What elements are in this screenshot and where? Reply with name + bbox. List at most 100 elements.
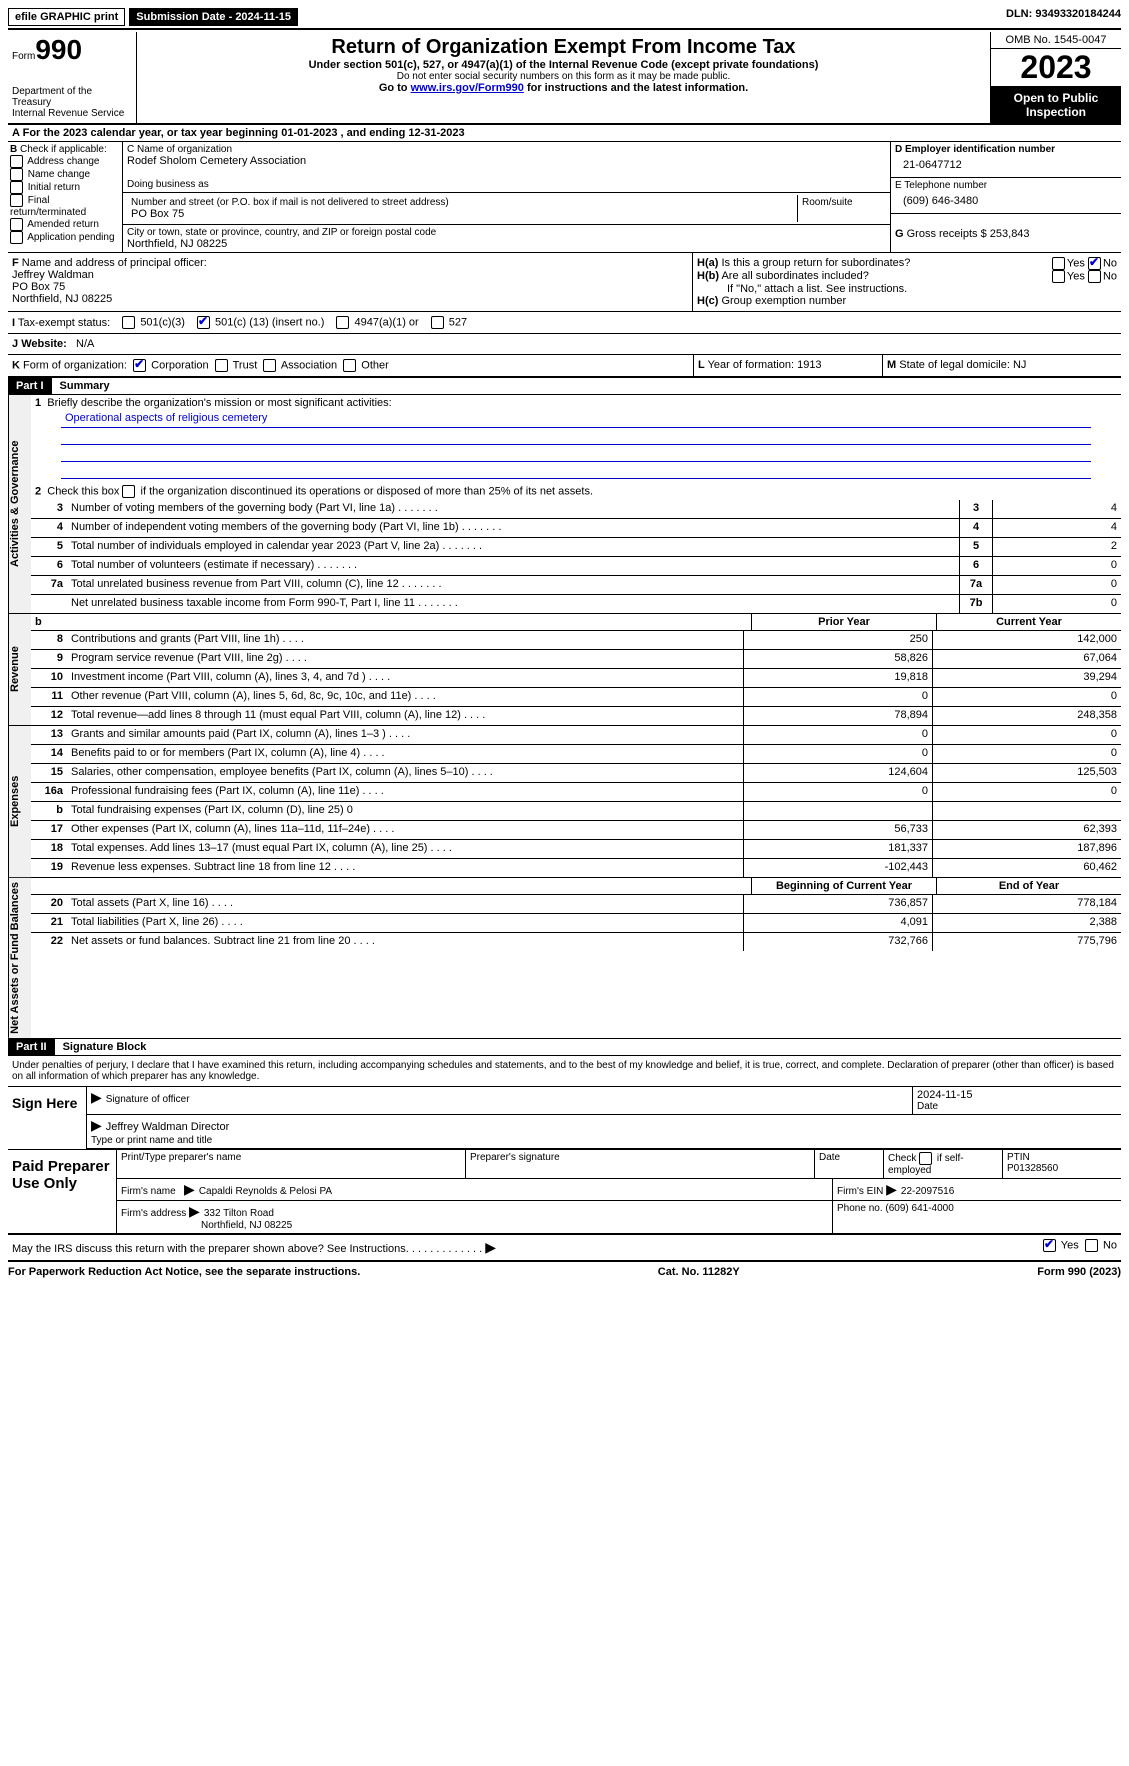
name-title-label: Type or print name and title [91, 1135, 212, 1146]
telephone-value: (609) 646-3480 [895, 191, 1117, 211]
form-title: Return of Organization Exempt From Incom… [141, 36, 986, 59]
line-text: Revenue less expenses. Subtract line 18 … [67, 859, 743, 877]
room-label: Room/suite [802, 197, 882, 208]
hc-text: Group exemption number [721, 295, 846, 307]
prior-year-header: Prior Year [752, 614, 937, 630]
hb-yes-checkbox[interactable] [1052, 270, 1065, 283]
submission-date-box: Submission Date - 2024-11-15 [129, 8, 298, 26]
current-value: 0 [932, 783, 1121, 801]
row-a-tax-year: A For the 2023 calendar year, or tax yea… [8, 125, 1121, 142]
form-header: Form990 Department of the Treasury Inter… [8, 32, 1121, 125]
prior-value: 0 [743, 726, 932, 744]
firm-phone: (609) 641-4000 [885, 1203, 953, 1214]
dept-treasury: Department of the Treasury [12, 86, 132, 108]
line-text: Total expenses. Add lines 13–17 (must eq… [67, 840, 743, 858]
line-text: Other expenses (Part IX, column (A), lin… [67, 821, 743, 839]
state-domicile: NJ [1013, 359, 1026, 371]
firm-name: Capaldi Reynolds & Pelosi PA [199, 1186, 332, 1197]
revenue-label: Revenue [8, 614, 31, 725]
mission-label: Briefly describe the organization's miss… [47, 397, 391, 409]
trust-checkbox[interactable] [215, 359, 228, 372]
arrow-icon: ▶ [189, 1203, 200, 1219]
year-formation: 1913 [797, 359, 821, 371]
prior-value: 19,818 [743, 669, 932, 687]
corp-checkbox[interactable] [133, 359, 146, 372]
signature-section: Sign Here ▶Signature of officer2024-11-1… [8, 1087, 1121, 1150]
current-value: 142,000 [932, 631, 1121, 649]
revenue-section: Revenue bPrior YearCurrent Year 8Contrib… [8, 614, 1121, 726]
current-value: 0 [932, 688, 1121, 706]
print-name-label: Print/Type preparer's name [117, 1150, 466, 1178]
prior-value: 181,337 [743, 840, 932, 858]
ein-value: 21-0647712 [895, 155, 1117, 175]
line-text: Grants and similar amounts paid (Part IX… [67, 726, 743, 744]
hb-no-checkbox[interactable] [1088, 270, 1101, 283]
prior-value: 0 [743, 783, 932, 801]
other-checkbox[interactable] [343, 359, 356, 372]
prior-value: 0 [743, 688, 932, 706]
telephone-label: E Telephone number [895, 180, 1117, 191]
501c3-checkbox[interactable] [122, 316, 135, 329]
arrow-icon: ▶ [886, 1181, 897, 1197]
part-2-header: Part IISignature Block [8, 1039, 1121, 1056]
officer-name: Jeffrey Waldman [12, 269, 94, 281]
checkbox-amended-return[interactable] [10, 218, 23, 231]
form-number: Form990 [12, 34, 132, 66]
net-assets-section: Net Assets or Fund Balances Beginning of… [8, 878, 1121, 1039]
line-value: 0 [992, 595, 1121, 613]
checkbox-address-change[interactable] [10, 155, 23, 168]
main-info-grid: B Check if applicable: Address change Na… [8, 142, 1121, 253]
officer-label: Name and address of principal officer: [22, 257, 207, 269]
line-text: Total number of individuals employed in … [67, 538, 959, 556]
efile-button[interactable]: efile GRAPHIC print [8, 8, 125, 26]
line-text: Professional fundraising fees (Part IX, … [67, 783, 743, 801]
4947-checkbox[interactable] [336, 316, 349, 329]
ha-yes-checkbox[interactable] [1052, 257, 1065, 270]
ha-no-checkbox[interactable] [1088, 257, 1101, 270]
dln: DLN: 93493320184244 [1006, 8, 1121, 26]
current-value: 0 [932, 745, 1121, 763]
column-c-org-info: C Name of organizationRodef Sholom Cemet… [123, 142, 891, 252]
row-k-l-m: K Form of organization: Corporation Trus… [8, 355, 1121, 378]
top-bar: efile GRAPHIC print Submission Date - 20… [8, 8, 1121, 30]
checkbox-final-return-terminated[interactable] [10, 194, 23, 207]
ptin-value: P01328560 [1007, 1163, 1058, 1174]
irs-link[interactable]: www.irs.gov/Form990 [411, 82, 524, 94]
ein-label: D Employer identification number [895, 144, 1117, 155]
checkbox-name-change[interactable] [10, 168, 23, 181]
line-text: Total assets (Part X, line 16) . . . . [67, 895, 743, 913]
assoc-checkbox[interactable] [263, 359, 276, 372]
public-inspection: Open to Public Inspection [991, 87, 1121, 123]
line-value: 0 [992, 557, 1121, 575]
discuss-no-checkbox[interactable] [1085, 1239, 1098, 1252]
line-text: Benefits paid to or for members (Part IX… [67, 745, 743, 763]
prep-date-label: Date [815, 1150, 884, 1178]
527-checkbox[interactable] [431, 316, 444, 329]
line-text: Total liabilities (Part X, line 26) . . … [67, 914, 743, 932]
prior-value: 4,091 [743, 914, 932, 932]
501c-checkbox[interactable] [197, 316, 210, 329]
discuss-yes-checkbox[interactable] [1043, 1239, 1056, 1252]
officer-sig-name: Jeffrey Waldman Director [106, 1121, 229, 1133]
checkbox-initial-return[interactable] [10, 181, 23, 194]
discontinued-checkbox[interactable] [122, 485, 135, 498]
arrow-icon: ▶ [184, 1181, 195, 1197]
line-text: Total fundraising expenses (Part IX, col… [67, 802, 743, 820]
line-box: 7b [959, 595, 992, 613]
line-text: Total unrelated business revenue from Pa… [67, 576, 959, 594]
checkbox-application-pending[interactable] [10, 231, 23, 244]
hb-note: If "No," attach a list. See instructions… [697, 283, 1117, 295]
line-text: Contributions and grants (Part VIII, lin… [67, 631, 743, 649]
line-value: 0 [992, 576, 1121, 594]
dba-label: Doing business as [127, 179, 886, 190]
current-value: 2,388 [932, 914, 1121, 932]
sig-date: 2024-11-15 [917, 1089, 1117, 1101]
line-box: 3 [959, 500, 992, 518]
prep-sig-label: Preparer's signature [466, 1150, 815, 1178]
self-employed-checkbox[interactable] [919, 1152, 932, 1165]
firm-addr1: 332 Tilton Road [204, 1208, 274, 1219]
website-value: N/A [76, 338, 94, 350]
irs-label: Internal Revenue Service [12, 108, 132, 119]
sig-officer-label: Signature of officer [106, 1094, 190, 1105]
line-value: 2 [992, 538, 1121, 556]
